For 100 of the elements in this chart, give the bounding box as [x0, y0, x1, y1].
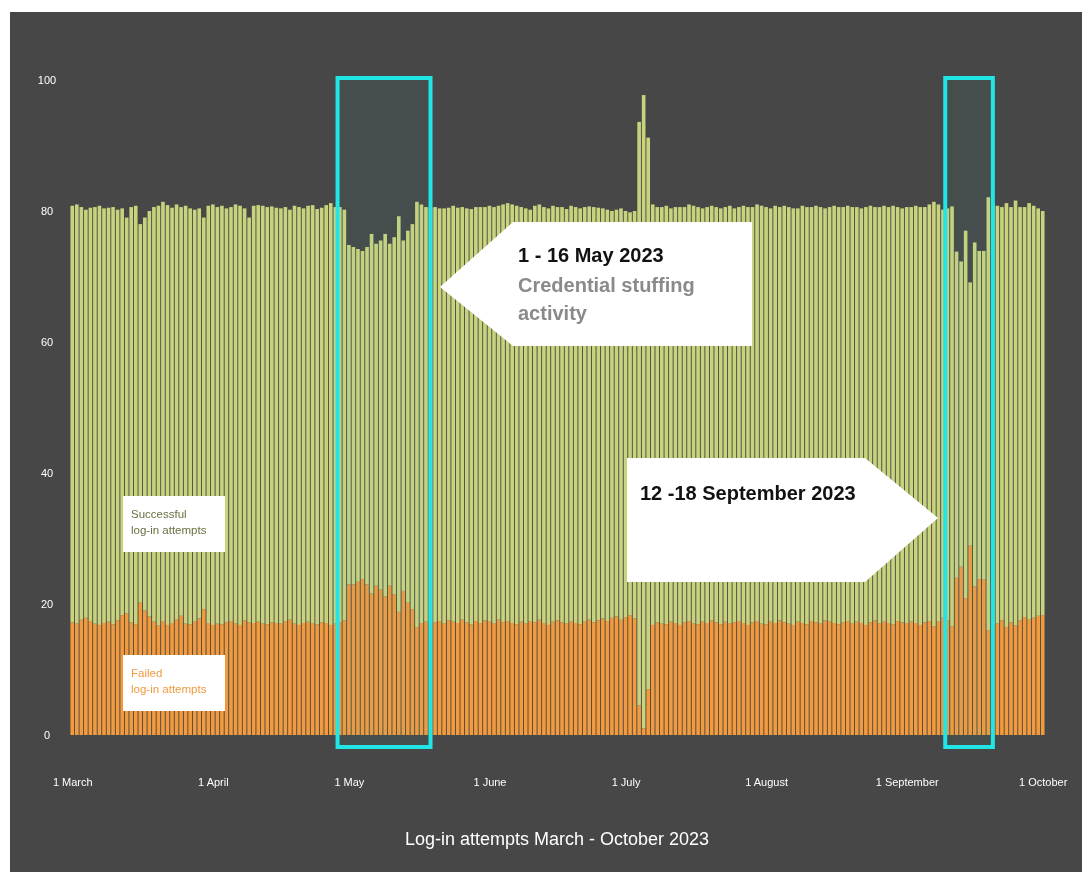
- bar: [84, 209, 88, 618]
- bar: [977, 579, 982, 735]
- bar: [269, 206, 274, 623]
- bar: [864, 624, 868, 735]
- bar: [328, 624, 333, 735]
- bar: [542, 623, 546, 735]
- bar: [297, 624, 301, 735]
- bar: [1018, 620, 1022, 735]
- text: Log-in attempts March - October 2023: [404, 829, 710, 849]
- bar: [932, 201, 936, 627]
- bar: [619, 619, 623, 735]
- bar: [265, 624, 270, 735]
- bar: [764, 624, 768, 735]
- bar: [777, 620, 782, 735]
- bar: [93, 623, 97, 735]
- bar: [941, 617, 945, 735]
- bar: [659, 623, 664, 735]
- bar: [796, 621, 800, 735]
- bar: [333, 623, 338, 735]
- bar: [909, 621, 914, 735]
- bar: [823, 620, 827, 735]
- bar: [873, 620, 877, 735]
- y-tick-label: 80: [40, 205, 54, 218]
- bar: [814, 622, 818, 735]
- bar: [319, 207, 324, 623]
- bar: [70, 622, 75, 735]
- bar: [991, 624, 995, 735]
- bar: [723, 621, 728, 735]
- bar: [424, 621, 428, 735]
- bar: [256, 621, 261, 735]
- bar: [591, 622, 596, 735]
- bar: [718, 624, 723, 735]
- bar: [918, 624, 923, 735]
- bar: [669, 621, 673, 735]
- bar: [746, 624, 750, 735]
- bar: [319, 622, 324, 735]
- bar: [981, 579, 986, 735]
- bar: [238, 205, 242, 625]
- bar: [845, 621, 850, 735]
- bar: [1027, 619, 1031, 735]
- bar: [1036, 208, 1041, 616]
- bar: [347, 584, 351, 735]
- bar: [909, 207, 914, 622]
- bar: [501, 622, 505, 735]
- bar: [102, 208, 106, 623]
- bar: [455, 623, 460, 735]
- bar: [269, 622, 274, 735]
- bar: [451, 205, 456, 622]
- bar: [891, 624, 895, 735]
- bar: [1009, 622, 1013, 735]
- y-tick-label: 40: [40, 467, 54, 480]
- y-tick-label: 100: [37, 74, 57, 87]
- bar: [551, 621, 555, 735]
- bar: [415, 201, 419, 627]
- bar: [451, 621, 456, 735]
- series-label: Failed log-in attempts: [131, 667, 207, 695]
- bar: [396, 216, 401, 612]
- x-tick-label: 1 October: [1019, 775, 1068, 788]
- bar: [70, 205, 75, 623]
- bar: [229, 207, 233, 622]
- bar: [111, 207, 115, 625]
- annotation: 12 -18 September 2023: [640, 482, 856, 504]
- bar: [356, 248, 360, 582]
- bar: [279, 208, 283, 624]
- bar: [850, 623, 855, 735]
- bar: [519, 621, 524, 735]
- bar: [265, 207, 270, 625]
- x-tick-label: 1 July: [611, 775, 641, 788]
- bar: [514, 624, 519, 735]
- bar: [356, 581, 360, 735]
- bar: [464, 622, 469, 735]
- bar: [650, 624, 655, 735]
- bar: [111, 624, 115, 735]
- bar: [256, 205, 261, 622]
- bar: [655, 622, 660, 735]
- bar: [678, 624, 682, 735]
- x-tick-label: 1 September: [875, 775, 940, 788]
- bar: [832, 623, 836, 735]
- bar: [260, 623, 265, 735]
- bar: [229, 621, 233, 735]
- bar: [84, 617, 88, 735]
- bar: [74, 623, 79, 735]
- bar: [442, 623, 446, 735]
- bar: [854, 621, 859, 735]
- bar: [442, 208, 446, 624]
- bar: [913, 205, 918, 623]
- bar: [687, 621, 691, 735]
- y-tick-label: 0: [43, 729, 51, 742]
- bar: [433, 207, 437, 623]
- bar: [297, 207, 301, 625]
- x-tick-label: 1 August: [745, 775, 789, 788]
- bar: [1000, 620, 1004, 735]
- bar: [918, 207, 923, 625]
- bar: [460, 207, 465, 620]
- bar: [587, 619, 592, 735]
- bar: [324, 623, 329, 735]
- bar: [483, 620, 487, 735]
- bar: [737, 621, 741, 735]
- bar: [610, 617, 614, 735]
- bar: [696, 624, 700, 735]
